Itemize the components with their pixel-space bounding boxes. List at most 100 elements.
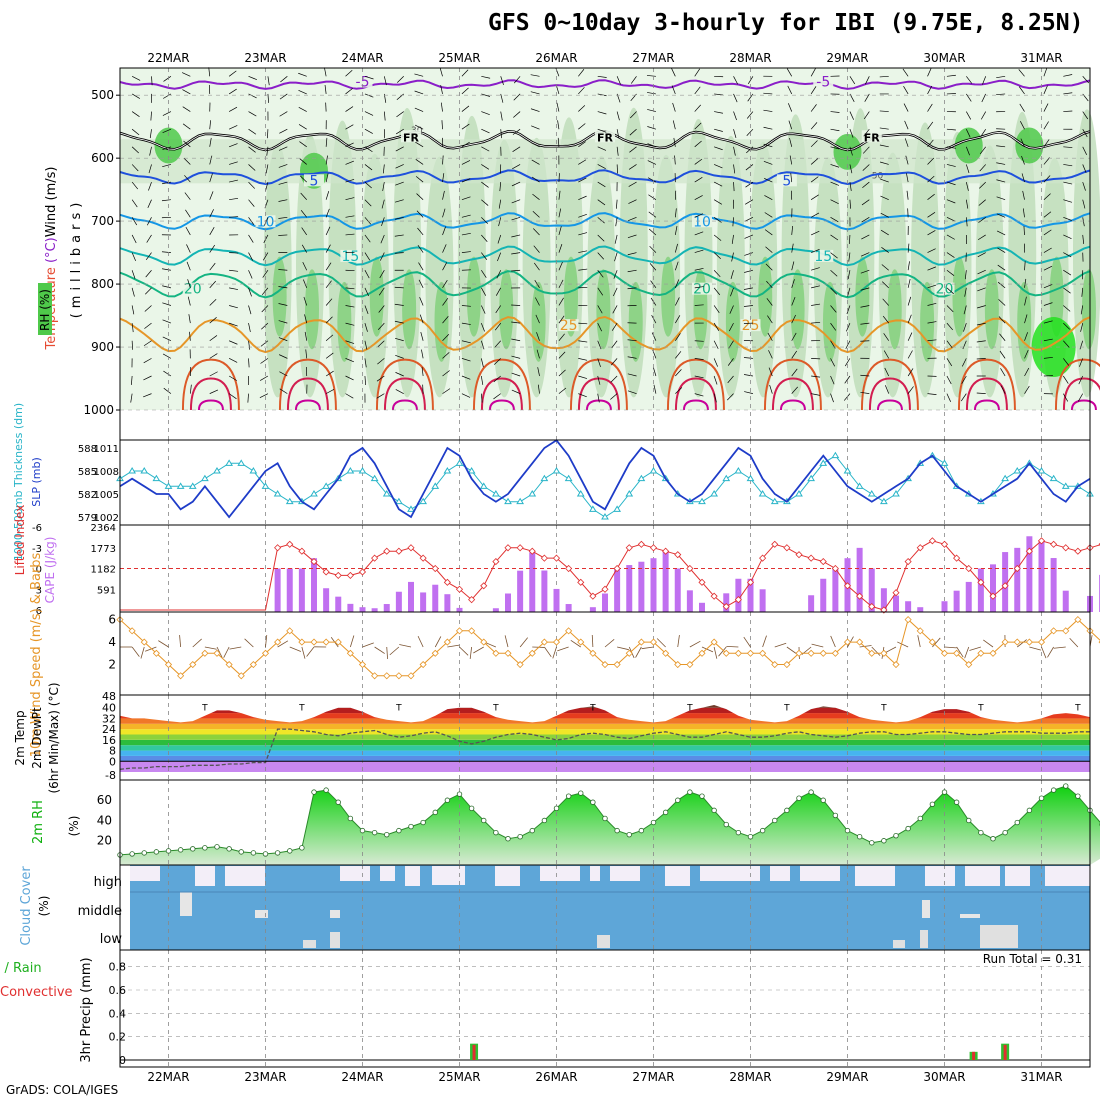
cape-bar bbox=[505, 593, 511, 612]
wind-barb bbox=[966, 129, 971, 138]
wind-barb bbox=[381, 199, 385, 209]
wind-barb bbox=[414, 90, 424, 95]
rh-point bbox=[456, 791, 463, 797]
thickness-point bbox=[273, 490, 282, 497]
wind-barb bbox=[1077, 393, 1084, 402]
wind-barb bbox=[228, 340, 238, 345]
wind-barb bbox=[578, 195, 587, 201]
cape-bar bbox=[371, 608, 378, 612]
wind-barb bbox=[744, 287, 753, 290]
wind-barb bbox=[647, 177, 657, 183]
wind-barb bbox=[713, 287, 721, 296]
wind-barb bbox=[1063, 252, 1072, 258]
wind-barb bbox=[1069, 637, 1079, 648]
wind-barb bbox=[675, 369, 682, 377]
precip-tick: 0 bbox=[119, 1054, 126, 1067]
cape-bar bbox=[917, 607, 924, 612]
wind-barb bbox=[531, 176, 540, 183]
wind-barb bbox=[229, 197, 239, 201]
wind-barb bbox=[996, 196, 1006, 201]
rh-point bbox=[396, 827, 402, 834]
thickness-point bbox=[734, 467, 743, 474]
li-point bbox=[819, 558, 827, 566]
wind-barb bbox=[537, 384, 540, 394]
thickness-point bbox=[540, 474, 549, 482]
wind-barb bbox=[325, 370, 334, 377]
wind-barb bbox=[1021, 173, 1025, 183]
wind-barb bbox=[558, 226, 562, 236]
isotherm--5 bbox=[119, 79, 1091, 90]
wind-barb bbox=[364, 375, 366, 385]
rh-core bbox=[952, 256, 967, 337]
wind-barb bbox=[377, 358, 385, 365]
cloud-gap-high bbox=[405, 866, 420, 886]
precip-tick: 0.6 bbox=[109, 984, 127, 997]
cape-bar bbox=[517, 570, 524, 612]
wind-barb bbox=[248, 270, 253, 279]
max-marker: T bbox=[783, 703, 790, 713]
wind-barb bbox=[713, 252, 721, 259]
wind-barb bbox=[395, 181, 404, 186]
wind-point bbox=[916, 627, 924, 635]
wind-barb bbox=[746, 146, 754, 154]
cape-bar bbox=[893, 595, 899, 612]
wind-barb bbox=[907, 350, 913, 359]
cloud-gap-mid bbox=[960, 914, 980, 918]
wind-barb bbox=[1018, 86, 1025, 95]
rh-point bbox=[493, 829, 499, 836]
cloud-gap-low bbox=[597, 935, 610, 948]
wind-barb bbox=[278, 146, 288, 151]
wind-barb bbox=[980, 111, 987, 120]
wind-barb bbox=[1063, 287, 1071, 294]
isotherm-40 bbox=[876, 399, 903, 411]
wind-barb bbox=[531, 142, 540, 148]
thickness-point bbox=[1001, 474, 1010, 482]
wind-barb bbox=[131, 217, 138, 226]
wind-barb bbox=[927, 157, 935, 165]
wind-point bbox=[128, 627, 136, 635]
rh-core bbox=[402, 269, 417, 350]
wind-barb bbox=[461, 232, 471, 236]
thickness-point bbox=[188, 482, 197, 489]
cloud-gap-high bbox=[925, 866, 955, 886]
wind-barb bbox=[420, 331, 424, 341]
temp-label: 2m DewPt bbox=[30, 707, 44, 769]
wind-barb bbox=[497, 252, 502, 262]
wind-point bbox=[431, 649, 439, 657]
wind-barb bbox=[743, 357, 753, 359]
wind-barb bbox=[689, 640, 701, 648]
wind-barb bbox=[713, 322, 720, 332]
wind-barb bbox=[578, 159, 587, 165]
cape-bar bbox=[383, 604, 390, 612]
wind-barb bbox=[364, 323, 368, 332]
li-point bbox=[383, 547, 391, 555]
wind-barb bbox=[830, 199, 839, 204]
li-point bbox=[953, 554, 961, 562]
wind-barb bbox=[536, 332, 540, 341]
wind-label-text: 10m Wind Speed (m/s) & Barbs bbox=[29, 552, 44, 757]
thickness-point bbox=[722, 474, 731, 482]
rh-core bbox=[563, 256, 578, 337]
wind-barb bbox=[519, 637, 528, 648]
li-point bbox=[710, 592, 718, 600]
thickness-point bbox=[504, 497, 512, 505]
wind-barb bbox=[726, 645, 739, 648]
wind-barb bbox=[440, 102, 443, 112]
wind-barb bbox=[184, 192, 191, 200]
wind-barb bbox=[394, 320, 404, 324]
wind-barb bbox=[305, 349, 308, 359]
li-point bbox=[1025, 547, 1033, 555]
wind-barb bbox=[394, 337, 404, 342]
wind-barb bbox=[1024, 350, 1029, 359]
wind-barb bbox=[345, 160, 355, 165]
thickness-point bbox=[455, 459, 464, 466]
wind-barb bbox=[377, 340, 385, 348]
li-point bbox=[868, 602, 876, 611]
rh-point bbox=[650, 819, 657, 826]
wind-point bbox=[528, 649, 536, 657]
cape-bar bbox=[420, 592, 427, 612]
wind-barb bbox=[965, 146, 970, 156]
wind-point bbox=[480, 638, 488, 646]
wind-barb bbox=[611, 322, 618, 331]
